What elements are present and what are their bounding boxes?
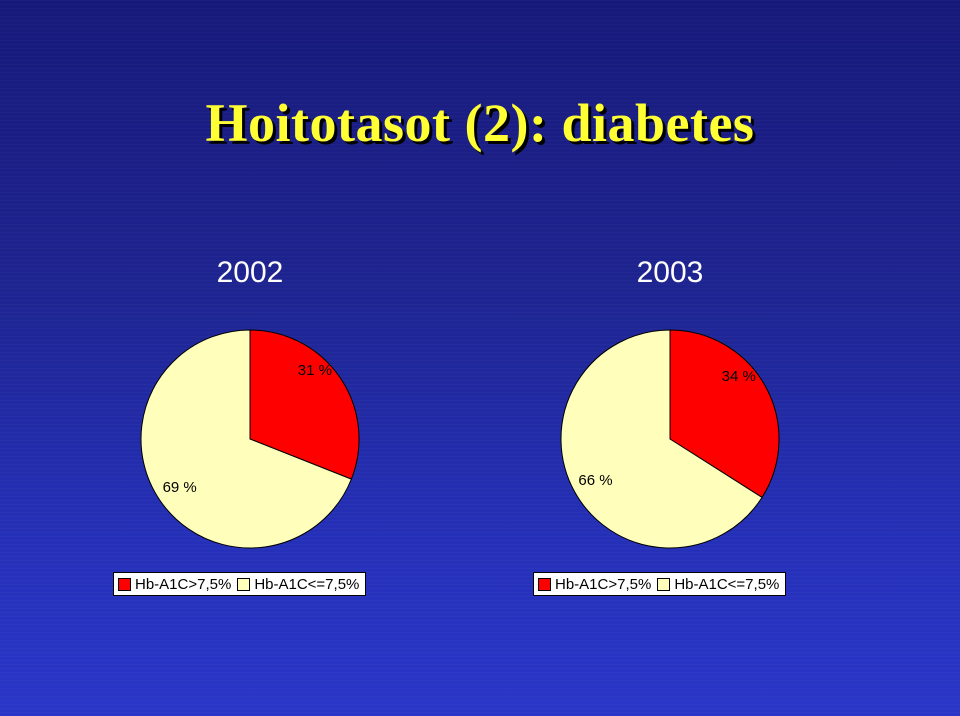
legend-label-high: Hb-A1C>7,5% — [135, 575, 232, 593]
legend-swatch-high — [118, 577, 131, 591]
legend-item-low: Hb-A1C<=7,5% — [237, 576, 359, 593]
legend-item-low: Hb-A1C<=7,5% — [657, 576, 779, 593]
pie-svg-2002: 31 % 69 % — [140, 329, 360, 549]
legend-label-low: Hb-A1C<=7,5% — [674, 575, 780, 593]
pie-chart-2002: 31 % 69 % — [120, 318, 380, 558]
chart-title-2002: 2002 — [216, 256, 284, 289]
page-title: Hoitotasot (2): diabetes — [205, 93, 755, 153]
pie-chart-2003: 34 % 66 % — [540, 318, 800, 558]
legend-label-high: Hb-A1C>7,5% — [555, 575, 652, 593]
legend-item-high: Hb-A1C>7,5% — [118, 576, 231, 593]
legend-2002: Hb-A1C>7,5% Hb-A1C<=7,5% — [113, 572, 367, 596]
chart-title-2003: 2003 — [636, 256, 704, 289]
legend-swatch-high — [538, 577, 551, 591]
legend-swatch-low — [237, 577, 251, 591]
legend-item-high: Hb-A1C>7,5% — [538, 576, 651, 593]
slice-label-2003-0: 34 % — [722, 368, 756, 385]
legend-swatch-low — [657, 577, 671, 591]
slice-label-2002-0: 31 % — [298, 362, 332, 379]
slice-low-2002 — [140, 329, 352, 549]
slice-high-2003 — [669, 329, 780, 499]
pie-svg-2003: 34 % 66 % — [560, 329, 780, 549]
legend-2003: Hb-A1C>7,5% Hb-A1C<=7,5% — [533, 572, 787, 596]
slice-high-2002 — [249, 329, 360, 480]
legend-label-low: Hb-A1C<=7,5% — [254, 575, 360, 593]
slice-label-2002-1: 69 % — [163, 479, 197, 496]
slice-low-2003 — [560, 329, 763, 549]
slice-label-2003-1: 66 % — [578, 472, 612, 489]
